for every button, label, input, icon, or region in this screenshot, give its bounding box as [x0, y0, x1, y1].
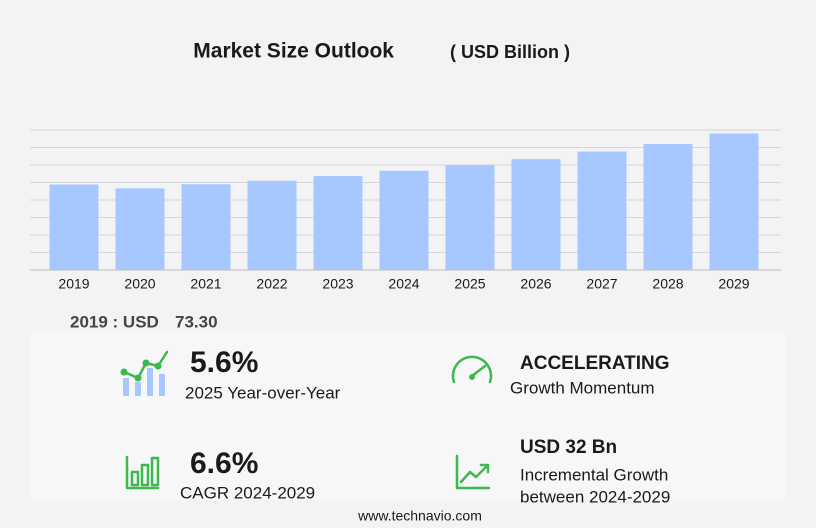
stat-value: USD 32 Bn — [520, 437, 617, 458]
x-tick-label: 2029 — [718, 276, 749, 292]
icon-momentum — [451, 355, 493, 384]
bar — [49, 184, 99, 270]
x-tick-label: 2021 — [190, 276, 221, 292]
bar — [379, 170, 429, 270]
bar — [181, 184, 231, 270]
highlight-label: 2019 : USD — [70, 312, 159, 331]
bar — [247, 180, 297, 270]
stats-panel — [30, 332, 786, 500]
stat-label: 2025 Year-over-Year — [185, 383, 341, 402]
x-tick-label: 2024 — [388, 276, 419, 292]
bar — [511, 159, 561, 270]
stat-label: between 2024-2029 — [520, 487, 670, 506]
stat-label: Growth Momentum — [510, 378, 655, 397]
icon-yoy — [120, 350, 169, 396]
highlight-value: 73.30 — [175, 312, 218, 331]
chart-subtitle: ( USD Billion ) — [450, 42, 570, 62]
chart-title: Market Size Outlook — [193, 40, 394, 63]
bar — [709, 133, 759, 270]
bar — [445, 165, 495, 270]
stat-value: 6.6% — [190, 447, 258, 480]
x-tick-label: 2020 — [124, 276, 155, 292]
footer: www.technavio.com — [357, 508, 482, 524]
x-tick-label: 2028 — [652, 276, 683, 292]
stat-label: CAGR 2024-2029 — [180, 483, 315, 502]
stat-value: ACCELERATING — [520, 353, 670, 374]
icon-cagr — [125, 455, 160, 490]
bar — [577, 151, 627, 270]
x-tick-label: 2022 — [256, 276, 287, 292]
x-tick-label: 2025 — [454, 276, 485, 292]
icon-incremental — [455, 454, 491, 490]
x-tick-label: 2019 — [58, 276, 89, 292]
stat-label: Incremental Growth — [520, 465, 668, 484]
bar — [313, 176, 363, 270]
x-tick-label: 2023 — [322, 276, 353, 292]
x-tick-label: 2027 — [586, 276, 617, 292]
bar — [643, 144, 693, 270]
x-tick-label: 2026 — [520, 276, 551, 292]
bar — [115, 188, 165, 270]
stat-value: 5.6% — [190, 346, 258, 379]
